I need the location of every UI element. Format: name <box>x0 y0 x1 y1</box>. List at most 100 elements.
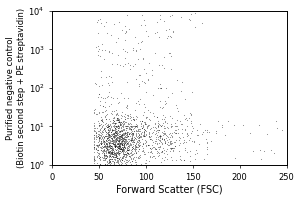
Point <box>120 132 124 135</box>
Point <box>162 66 167 69</box>
Point <box>115 113 120 116</box>
Point <box>137 128 142 131</box>
Point <box>100 111 105 114</box>
Point <box>148 147 152 150</box>
Point <box>129 143 134 146</box>
Point <box>106 152 111 155</box>
Point <box>120 140 125 143</box>
Point <box>137 130 142 133</box>
Point <box>116 157 121 160</box>
Point <box>112 144 117 147</box>
Point <box>188 149 192 152</box>
Point <box>150 145 155 148</box>
Point <box>112 135 117 139</box>
Point <box>117 143 122 146</box>
Point <box>105 32 110 35</box>
Point <box>145 143 150 147</box>
Point <box>110 163 115 167</box>
Point <box>122 127 127 130</box>
Point <box>173 144 178 147</box>
Point <box>116 146 121 150</box>
Point <box>161 138 166 142</box>
Point <box>113 118 118 121</box>
Point <box>111 149 116 152</box>
Point <box>109 147 114 150</box>
Point <box>121 136 125 139</box>
Point <box>118 133 123 136</box>
Point <box>121 122 126 125</box>
Point <box>143 142 148 145</box>
Point <box>123 137 128 140</box>
Point <box>100 120 105 124</box>
Point <box>159 163 164 167</box>
Point <box>103 123 108 126</box>
Point <box>109 33 113 36</box>
Point <box>122 145 127 148</box>
Point <box>154 30 159 33</box>
Point <box>110 140 115 143</box>
Point <box>166 126 171 129</box>
Point <box>124 148 129 151</box>
Point <box>99 143 104 146</box>
Point <box>147 135 152 138</box>
Point <box>94 137 99 140</box>
Point <box>125 136 130 139</box>
Point <box>112 135 117 138</box>
Point <box>113 148 118 151</box>
Point <box>145 144 150 147</box>
Point <box>116 148 121 151</box>
Point <box>149 156 154 159</box>
Point <box>92 157 97 160</box>
Point <box>107 160 112 164</box>
Point <box>103 163 107 167</box>
Point <box>101 127 106 131</box>
Point <box>151 128 156 131</box>
Point <box>123 121 128 124</box>
Point <box>122 123 127 126</box>
Point <box>142 128 146 131</box>
Point <box>125 113 130 116</box>
Point <box>103 149 108 153</box>
Point <box>111 141 116 144</box>
Point <box>123 163 128 167</box>
Point <box>123 117 128 120</box>
Point <box>143 161 148 164</box>
Point <box>124 134 128 137</box>
Point <box>98 158 103 161</box>
Point <box>96 54 101 57</box>
Point <box>101 145 106 148</box>
Point <box>137 145 142 148</box>
Point <box>155 137 160 141</box>
Point <box>110 152 115 155</box>
Point <box>162 120 167 123</box>
Point <box>131 163 136 167</box>
Point <box>142 153 147 156</box>
Point <box>95 134 100 137</box>
Point <box>95 148 100 151</box>
Point <box>134 129 139 132</box>
Point <box>106 154 111 157</box>
Point <box>99 70 104 73</box>
Point <box>101 157 106 160</box>
Point <box>119 147 124 151</box>
Point <box>134 162 138 165</box>
Point <box>111 163 116 167</box>
Point <box>119 130 124 133</box>
Point <box>152 141 157 145</box>
Point <box>196 142 201 146</box>
Point <box>105 136 110 139</box>
Point <box>104 122 109 125</box>
Point <box>120 144 124 147</box>
Point <box>165 135 170 138</box>
Point <box>110 138 115 141</box>
Point <box>92 147 97 150</box>
Point <box>113 132 118 135</box>
Point <box>99 147 104 150</box>
Point <box>164 134 169 137</box>
Point <box>173 159 178 162</box>
Point <box>147 110 152 113</box>
Point <box>119 91 124 94</box>
Point <box>112 146 117 149</box>
Point <box>107 130 112 133</box>
Point <box>130 64 135 67</box>
